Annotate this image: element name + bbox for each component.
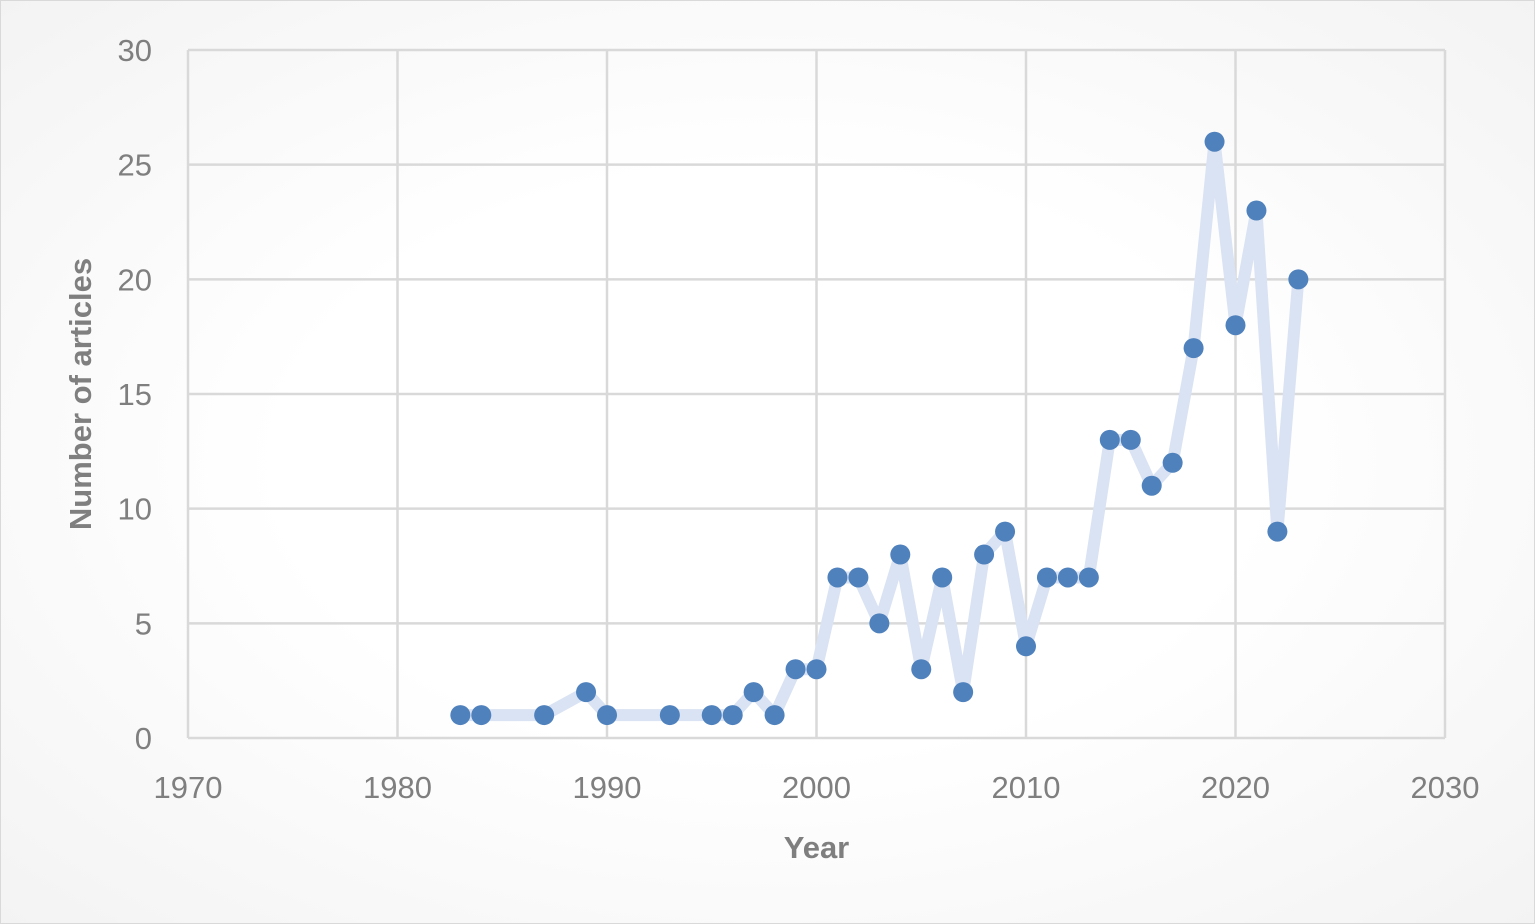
y-axis-title: Number of articles xyxy=(63,258,98,530)
gridlines xyxy=(186,48,1447,740)
data-point xyxy=(701,705,722,726)
y-axis-tick-labels: 0 5 10 15 20 25 30 xyxy=(118,33,152,756)
data-point xyxy=(974,544,995,565)
data-point xyxy=(869,613,890,634)
x-axis-title: Year xyxy=(784,830,850,865)
data-point xyxy=(995,521,1016,542)
x-tick-label: 1990 xyxy=(573,770,642,805)
data-point xyxy=(764,705,785,726)
data-point xyxy=(743,682,764,703)
y-tick-label: 0 xyxy=(135,721,152,756)
x-axis-tick-labels: 1970 1980 1990 2000 2010 2020 2030 xyxy=(154,770,1480,805)
data-point xyxy=(471,705,492,726)
y-tick-label: 10 xyxy=(118,492,152,527)
y-tick-label: 15 xyxy=(118,377,152,412)
data-point xyxy=(1057,567,1078,588)
y-tick-label: 5 xyxy=(135,606,152,641)
data-point xyxy=(890,544,911,565)
data-point xyxy=(534,705,555,726)
data-point xyxy=(911,659,932,680)
data-point xyxy=(1267,521,1288,542)
data-point xyxy=(1225,315,1246,336)
data-point xyxy=(1246,200,1267,221)
data-point xyxy=(1288,269,1309,290)
data-point xyxy=(1183,338,1204,359)
series-points xyxy=(450,131,1309,726)
data-point xyxy=(659,705,680,726)
data-point xyxy=(1141,475,1162,496)
data-point xyxy=(576,682,597,703)
data-point xyxy=(597,705,617,726)
data-point xyxy=(848,567,869,588)
y-tick-label: 20 xyxy=(118,262,152,297)
data-point xyxy=(1099,429,1120,450)
data-point xyxy=(1204,131,1225,152)
data-point xyxy=(1120,429,1141,450)
y-tick-label: 30 xyxy=(118,33,152,68)
data-point xyxy=(806,659,827,680)
x-tick-label: 2010 xyxy=(992,770,1061,805)
data-point xyxy=(1016,636,1036,657)
x-tick-label: 2020 xyxy=(1201,770,1270,805)
data-point xyxy=(785,659,806,680)
x-tick-label: 2000 xyxy=(782,770,851,805)
x-tick-label: 1980 xyxy=(363,770,432,805)
data-point xyxy=(827,567,848,588)
x-tick-label: 1970 xyxy=(154,770,223,805)
data-point xyxy=(932,567,953,588)
data-point xyxy=(1078,567,1099,588)
data-point xyxy=(722,705,743,726)
data-point xyxy=(1036,567,1057,588)
data-point xyxy=(1162,452,1183,473)
data-point xyxy=(953,682,974,703)
data-point xyxy=(450,705,471,726)
y-tick-label: 25 xyxy=(118,148,152,183)
x-tick-label: 2030 xyxy=(1411,770,1480,805)
